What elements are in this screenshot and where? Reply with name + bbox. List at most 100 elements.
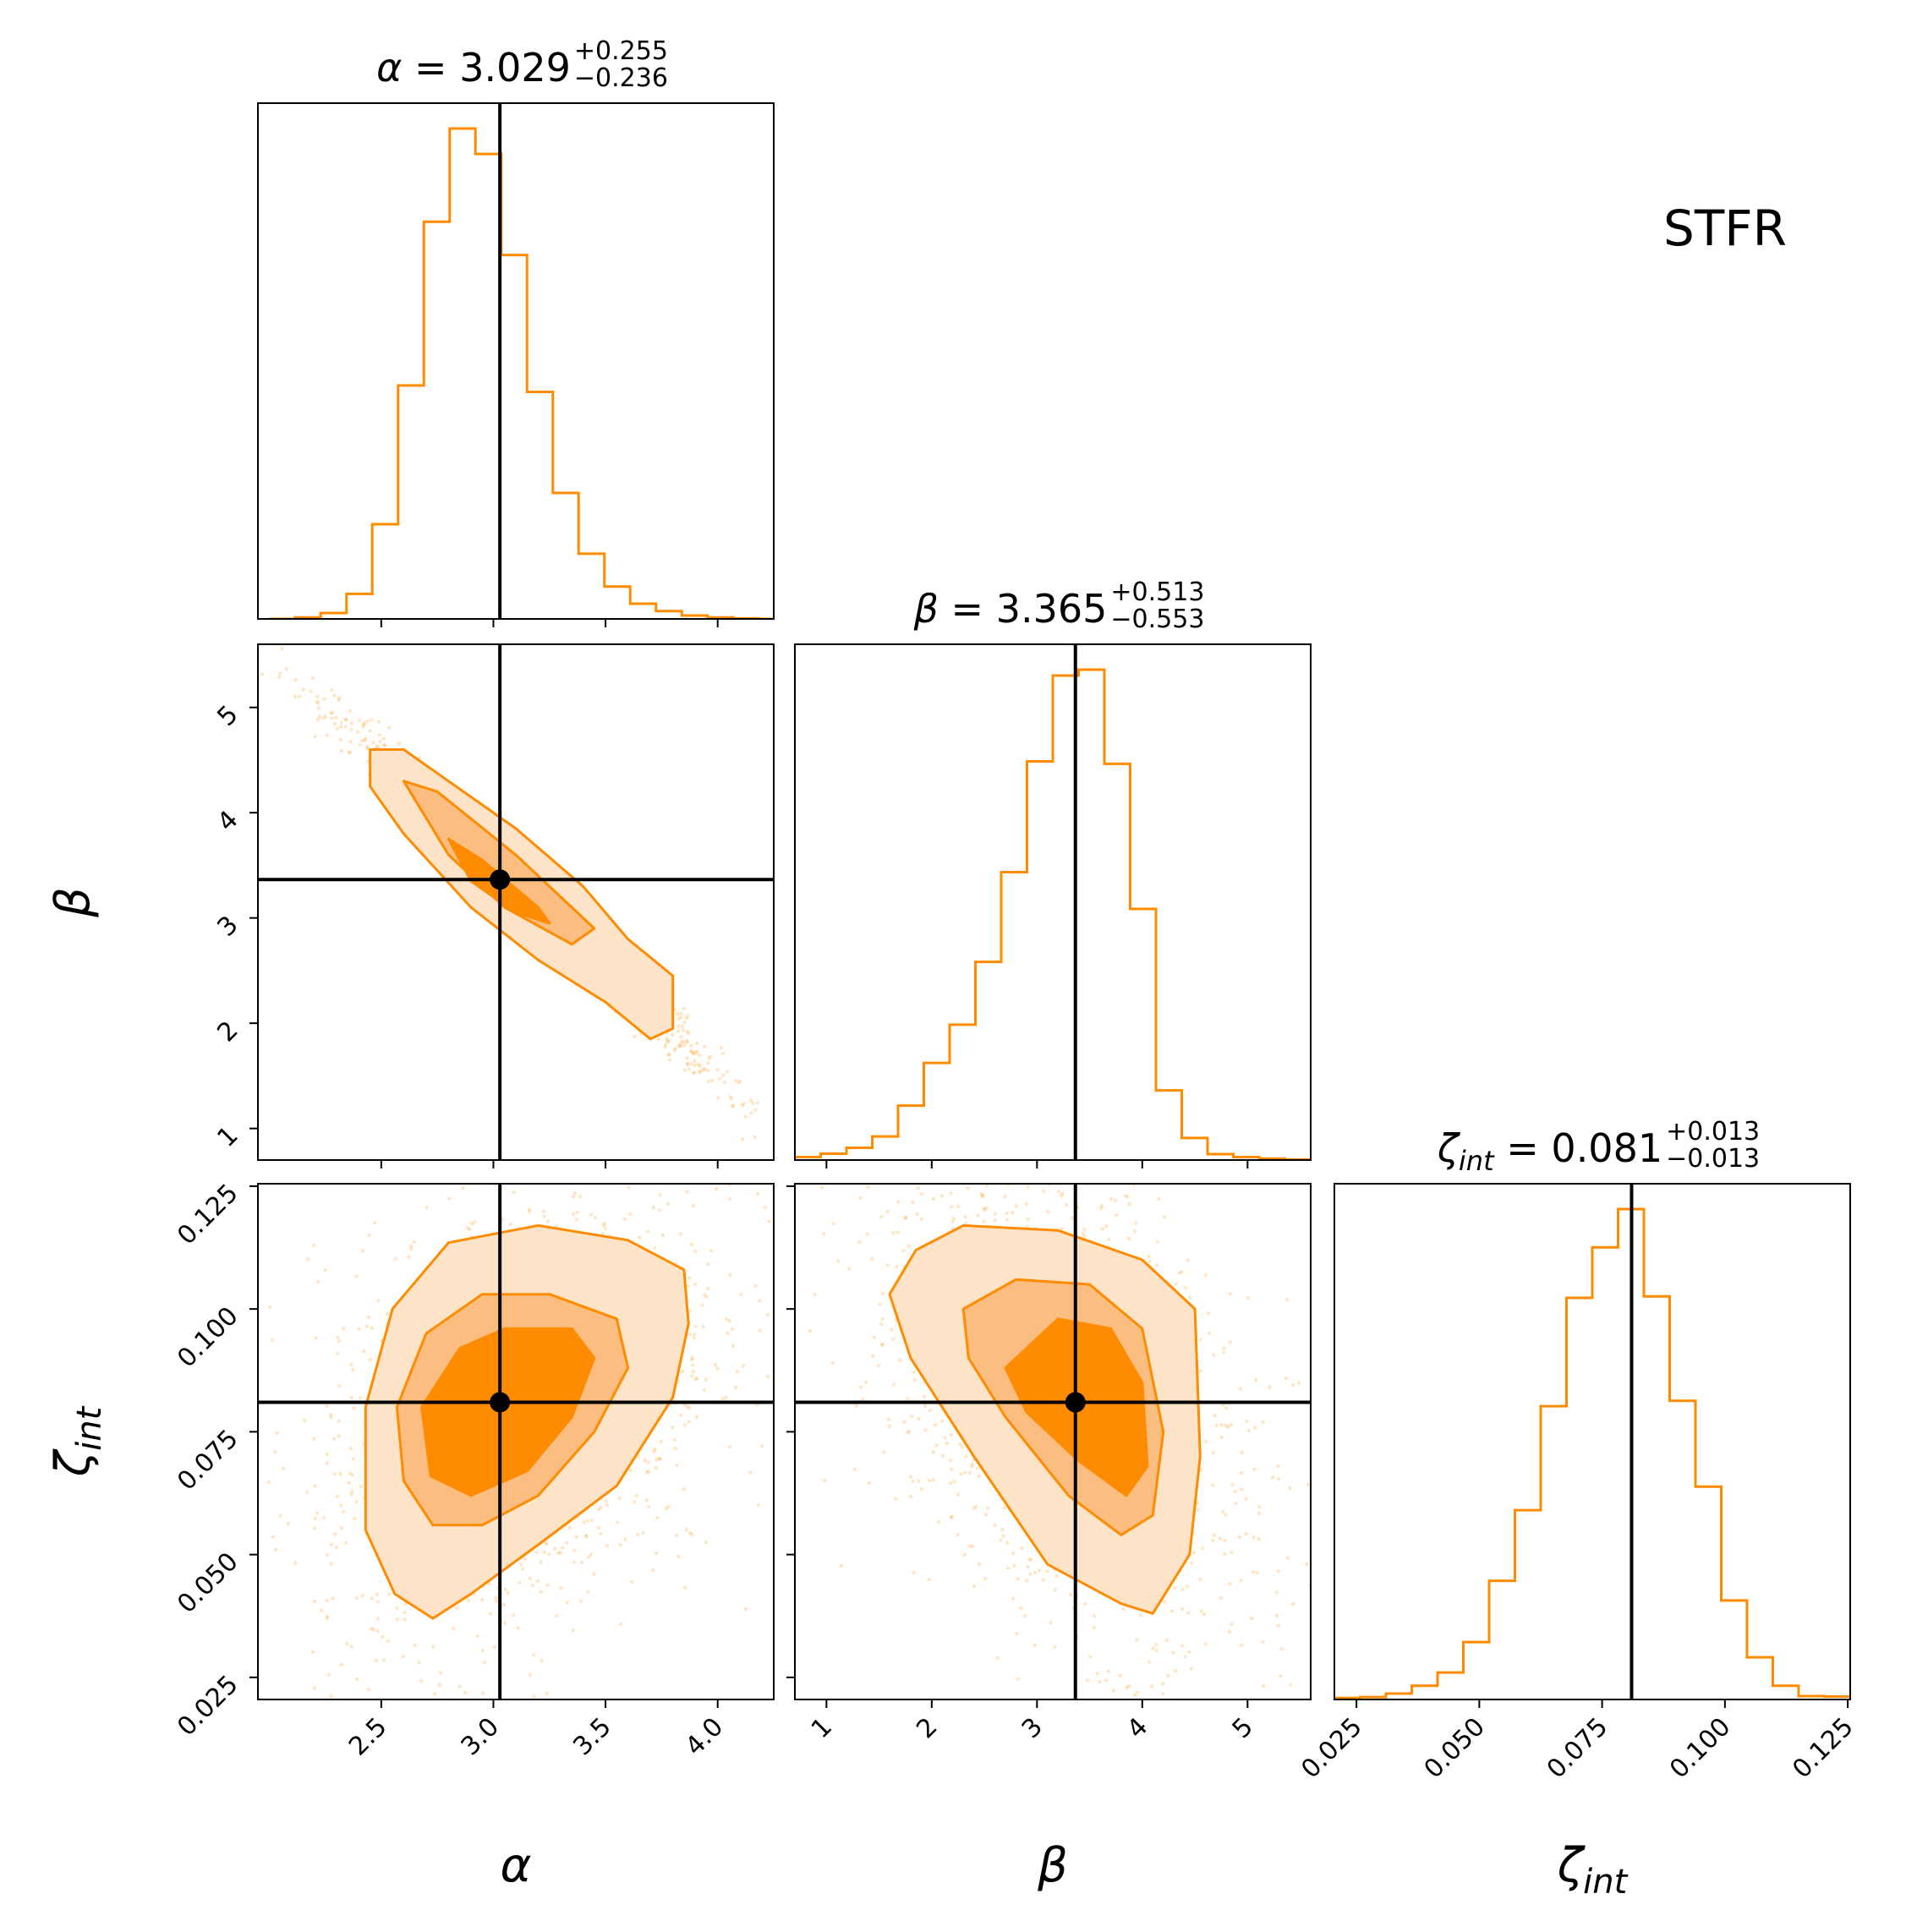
scatter-point xyxy=(962,1552,967,1557)
scatter-point xyxy=(922,1394,927,1398)
scatter-point xyxy=(1244,1532,1248,1536)
scatter-point xyxy=(891,1231,896,1235)
scatter-point xyxy=(1219,1423,1224,1427)
scatter-point xyxy=(364,1324,370,1328)
scatter-point xyxy=(956,1204,961,1209)
scatter-point xyxy=(353,1516,357,1521)
scatter-point xyxy=(1279,1674,1283,1678)
scatter-point xyxy=(693,1059,697,1064)
scatter-point xyxy=(602,1221,607,1226)
scatter-point xyxy=(643,1459,648,1463)
scatter-point xyxy=(878,1302,882,1306)
scatter-point xyxy=(665,1038,670,1043)
scatter-point xyxy=(574,1535,579,1539)
scatter-point xyxy=(1003,1194,1008,1199)
scatter-point xyxy=(749,1111,753,1115)
scatter-point xyxy=(993,1218,997,1223)
scatter-point xyxy=(351,1368,355,1372)
scatter-point xyxy=(482,1661,486,1665)
scatter-point xyxy=(336,1351,340,1356)
scatter-point xyxy=(724,1316,729,1322)
scatter-point xyxy=(651,1206,656,1210)
scatter-point xyxy=(977,1562,982,1567)
scatter-point xyxy=(1305,1562,1309,1567)
scatter-point xyxy=(742,1102,746,1106)
scatter-point xyxy=(325,1598,329,1603)
scatter-point xyxy=(951,1216,956,1221)
scatter-point xyxy=(949,1515,954,1519)
scatter-point xyxy=(908,1475,913,1479)
scatter-point xyxy=(707,1056,711,1061)
scatter-point xyxy=(686,1062,690,1066)
scatter-point xyxy=(1155,1240,1160,1245)
scatter-point xyxy=(626,1185,631,1190)
scatter-point xyxy=(325,1461,330,1465)
scatter-point xyxy=(958,1442,962,1447)
scatter-point xyxy=(303,1418,307,1423)
scatter-point xyxy=(539,1590,543,1594)
scatter-point xyxy=(1186,1611,1191,1615)
scatter-point xyxy=(960,1445,965,1449)
scatter-point xyxy=(896,1230,900,1234)
scatter-point xyxy=(679,1015,683,1020)
scatter-point xyxy=(332,721,337,726)
scatter-point xyxy=(528,1576,532,1581)
scatter-point xyxy=(674,1533,679,1538)
scatter-point xyxy=(912,1570,917,1575)
scatter-point xyxy=(350,1473,355,1477)
scatter-point xyxy=(589,1519,594,1523)
scatter-point xyxy=(931,1450,936,1454)
scatter-point xyxy=(584,1534,589,1539)
title-minus: −0.236 xyxy=(574,63,668,93)
scatter-point xyxy=(368,729,372,733)
scatter-point xyxy=(720,1397,726,1401)
title-text: α = 3.029 xyxy=(376,45,571,90)
scatter-point xyxy=(347,1480,351,1485)
scatter-point xyxy=(1147,1254,1151,1259)
scatter-point xyxy=(999,1538,1003,1542)
scatter-point xyxy=(339,1503,343,1508)
scatter-point xyxy=(966,1186,970,1190)
scatter-point xyxy=(358,742,362,747)
scatter-point xyxy=(1005,1541,1010,1545)
scatter-point xyxy=(813,1292,817,1297)
scatter-point xyxy=(1092,1625,1097,1630)
scatter-point xyxy=(1056,1190,1061,1194)
scatter-point xyxy=(1274,1613,1279,1617)
scatter-point xyxy=(1060,1191,1065,1196)
scatter-point xyxy=(447,1196,452,1201)
scatter-point xyxy=(564,1541,568,1545)
scatter-point xyxy=(365,720,370,724)
scatter-point xyxy=(335,726,339,731)
scatter-point xyxy=(601,1223,606,1228)
scatter-point xyxy=(677,1044,682,1049)
scatter-point xyxy=(1221,1509,1225,1514)
scatter-point xyxy=(702,1387,706,1393)
scatter-point xyxy=(1199,1467,1203,1472)
scatter-point xyxy=(358,1396,363,1400)
scatter-point xyxy=(676,1024,681,1028)
scatter-point xyxy=(1206,1311,1211,1316)
scatter-point xyxy=(963,1215,967,1219)
scatter-point xyxy=(466,1598,471,1602)
scatter-point xyxy=(1276,1569,1281,1574)
scatter-point xyxy=(967,1470,972,1475)
scatter-point xyxy=(1186,1258,1191,1262)
scatter-point xyxy=(579,1560,584,1565)
scatter-point xyxy=(1113,1198,1118,1202)
scatter-point xyxy=(592,1572,596,1576)
scatter-point xyxy=(698,1069,703,1073)
scatter-point xyxy=(277,675,282,679)
scatter-point xyxy=(1240,1450,1244,1454)
scatter-point xyxy=(334,715,338,720)
x-axis-alpha-row1 xyxy=(380,1160,719,1169)
scatter-point xyxy=(672,1048,676,1053)
scatter-point xyxy=(1005,1211,1009,1216)
scatter-point xyxy=(663,1044,667,1049)
scatter-point xyxy=(1185,1584,1189,1589)
scatter-point xyxy=(337,1383,342,1388)
scatter-point xyxy=(808,1328,813,1333)
scatter-point xyxy=(1045,1569,1049,1574)
scatter-point xyxy=(675,1463,679,1468)
scatter-point xyxy=(1285,1556,1290,1560)
